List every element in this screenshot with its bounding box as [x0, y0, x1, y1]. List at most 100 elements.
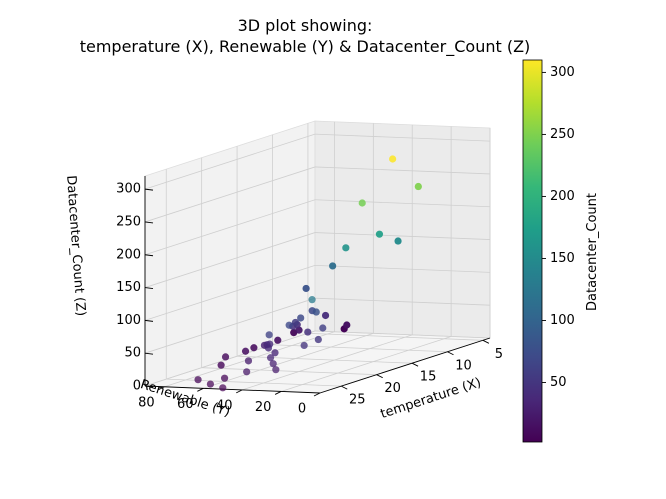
colorbar-bar — [522, 59, 543, 443]
scatter-point — [308, 296, 316, 304]
z-tick-label: 0 — [133, 379, 141, 394]
z-tick-label: 300 — [116, 182, 141, 197]
y-tick-label: 60 — [177, 397, 194, 412]
scatter-point — [217, 361, 225, 369]
scatter-point — [269, 360, 277, 368]
z-tick — [144, 188, 154, 191]
grid-line-x — [237, 355, 413, 364]
z-tick — [144, 319, 154, 322]
pane-back-right — [314, 120, 491, 339]
x-tick — [411, 362, 419, 367]
colorbar-tick-label: 200 — [550, 189, 575, 204]
x-tick-label: 10 — [455, 358, 472, 373]
y-tick — [313, 392, 321, 397]
x-tick — [447, 351, 454, 356]
z-tick — [144, 385, 154, 388]
scatter-point — [389, 155, 397, 163]
grid-line-z — [144, 133, 316, 190]
axes-3d: 510152025020406080050100150200250300temp… — [63, 120, 503, 422]
scatter-point — [221, 353, 230, 361]
colorbar-tick-label: 300 — [550, 65, 575, 80]
grid-line-y — [242, 334, 413, 391]
scatter-point — [265, 331, 273, 339]
scatter-point — [304, 328, 312, 336]
scatter-point — [266, 354, 275, 362]
scatter-points — [194, 155, 422, 392]
colorbar-tick-label: 150 — [550, 251, 575, 266]
scatter-point — [414, 182, 422, 191]
scatter-point — [358, 199, 366, 207]
z-tick — [144, 254, 154, 257]
z-tick-label: 250 — [116, 214, 141, 229]
scatter-point — [272, 366, 280, 374]
y-tick — [197, 387, 204, 392]
scatter-point — [244, 357, 253, 365]
grid-line-z — [144, 264, 316, 321]
y-tick — [274, 391, 282, 395]
y-tick-label: 20 — [255, 400, 272, 415]
scatter-point — [302, 284, 310, 293]
grid-line-z — [144, 232, 316, 288]
grid-line-y — [280, 336, 452, 392]
scatter-point — [312, 308, 320, 316]
z-tick — [144, 352, 154, 355]
y-tick-label: 40 — [216, 398, 233, 413]
grid-line-z — [314, 297, 491, 306]
scatter-point — [206, 380, 215, 388]
scatter-point — [291, 318, 300, 327]
grid-line-x — [201, 367, 377, 376]
grid-line-x — [307, 332, 483, 341]
scatter-point — [375, 230, 384, 238]
z-tick-label: 100 — [116, 313, 141, 328]
x-tick — [341, 385, 348, 390]
grid-line-z — [314, 199, 491, 208]
x-tick-label: 5 — [495, 347, 503, 362]
z-tick-label: 200 — [116, 247, 141, 262]
x-tick-label: 15 — [420, 370, 437, 385]
grid-line-y — [203, 332, 374, 389]
x-tick-label: 25 — [349, 393, 366, 408]
z-tick-label: 150 — [116, 280, 141, 295]
y-tick-label: 0 — [298, 402, 306, 417]
scatter-point — [250, 344, 258, 352]
x-tick — [482, 339, 490, 344]
y-tick-label: 80 — [138, 395, 155, 410]
scatter-point — [343, 321, 351, 329]
scatter-point — [319, 324, 327, 332]
scatter-point — [219, 384, 227, 392]
colorbar-tick-label: 50 — [550, 375, 567, 390]
scatter-point — [329, 262, 337, 270]
scatter-point — [220, 374, 229, 382]
colorbar-tick-label: 250 — [550, 127, 575, 142]
grid-line-z — [314, 232, 491, 240]
colorbar-tick-label: 100 — [550, 313, 575, 328]
scatter-point — [264, 344, 273, 352]
scatter-point — [394, 237, 402, 245]
z-axis-label: Datacenter_Count (Z) — [63, 175, 88, 317]
scatter-point — [342, 244, 350, 252]
scatter-point — [314, 335, 322, 344]
scatter-point — [243, 368, 251, 376]
grid-line-z — [144, 330, 316, 387]
y-tick — [158, 386, 165, 391]
chart-title-line1: 3D plot showing: — [238, 16, 373, 35]
scatter-point — [297, 314, 305, 322]
z-tick-label: 50 — [124, 346, 141, 361]
z-tick — [144, 287, 154, 290]
colorbar: 50 100 150 200 250 300 Datacenter_Count — [522, 59, 600, 443]
scatter-point — [241, 347, 250, 355]
x-axis-line — [319, 337, 491, 394]
chart-title-line2: temperature (X), Renewable (Y) & Datacen… — [80, 37, 531, 57]
scatter-point — [321, 311, 330, 320]
colorbar-label: Datacenter_Count — [585, 193, 600, 311]
grid-line-z — [144, 199, 316, 256]
y-tick — [236, 389, 243, 394]
scatter-point — [285, 321, 293, 329]
x-tick-label: 20 — [384, 381, 401, 396]
scatter-point — [194, 376, 202, 384]
scatter-point — [274, 336, 282, 344]
x-tick — [376, 374, 383, 379]
scatter-point — [300, 341, 308, 350]
scatter-point — [295, 326, 303, 334]
